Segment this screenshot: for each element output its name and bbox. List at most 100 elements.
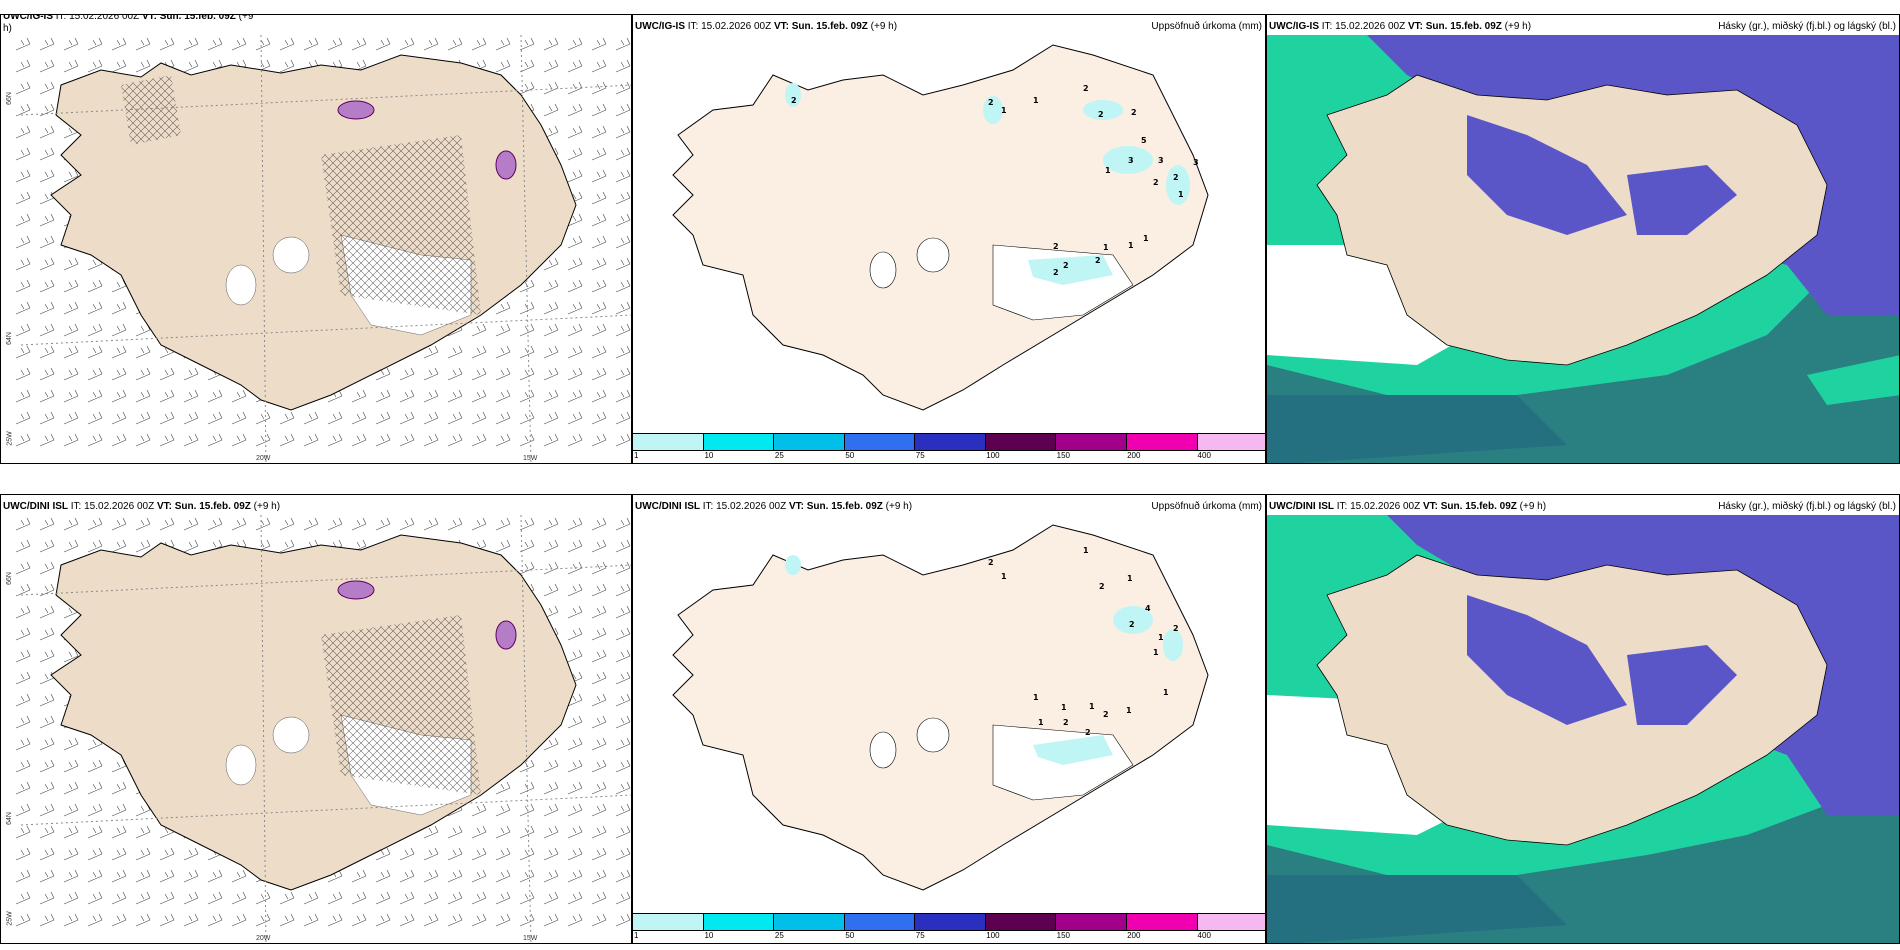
- lon-label-15-b: 15W: [523, 935, 538, 942]
- colorbar-segment: [844, 914, 916, 930]
- lat-label-66: 66N: [5, 92, 13, 105]
- colorbar-segment: [1126, 434, 1198, 450]
- colorbar-tick: 10: [704, 451, 714, 460]
- precip-value-label: 1: [1126, 706, 1132, 715]
- colorbar-top: [633, 433, 1265, 451]
- precip-value-label: 1: [1083, 546, 1089, 555]
- colorbar-ticks-bottom: 1 10 25 50 75 100 150 200 400: [633, 931, 1265, 943]
- precip-value-label: 2: [1095, 256, 1101, 265]
- precip-value-label: 2: [1129, 620, 1135, 629]
- colorbar-ticks-top: 1 10 25 50 75 100 150 200 400: [633, 451, 1265, 463]
- precip-value-label: 1: [1033, 693, 1039, 702]
- colorbar-segment: [633, 914, 704, 930]
- colorbar-segment: [1197, 434, 1265, 450]
- precip-value-label: 1: [1163, 688, 1169, 697]
- precip-value-label: 1: [1127, 574, 1133, 583]
- cloud-map-top: [1267, 35, 1899, 463]
- colorbar-segment: [1056, 434, 1127, 450]
- cloud-title-bottom: Hásky (gr.), miðský (fj.bl.) og lágský (…: [1718, 501, 1896, 512]
- colorbar-segment: [844, 434, 916, 450]
- precip-value-label: 1: [1158, 633, 1164, 642]
- precip-value-label: 2: [988, 558, 994, 567]
- colorbar-tick: 50: [845, 451, 855, 460]
- precip-value-label: 1: [1061, 703, 1067, 712]
- precip-value-label: 1: [1178, 190, 1184, 199]
- colorbar-tick: 1: [634, 451, 639, 460]
- cloud-panel-top: UWC/IG-IS IT: 15.02.2026 00Z VT: Sun. 15…: [1266, 14, 1900, 464]
- precip-value-label: 3: [1193, 158, 1199, 167]
- colorbar-segment: [633, 434, 704, 450]
- lat-label-64: 64N: [5, 332, 13, 345]
- colorbar-segment: [774, 434, 845, 450]
- colorbar-tick: 25: [774, 931, 784, 940]
- cloud-title-top: Hásky (gr.), miðský (fj.bl.) og lágský (…: [1718, 21, 1896, 32]
- wind-header-top: UWC/IG-IS IT: 15.02.2026 00Z VT: Sun. 15…: [3, 14, 254, 34]
- wind-header-bottom: UWC/DINI ISL IT: 15.02.2026 00Z VT: Sun.…: [3, 501, 281, 512]
- cloud-panel-bottom: UWC/DINI ISL IT: 15.02.2026 00Z VT: Sun.…: [1266, 494, 1900, 944]
- lat-label-64-b: 64N: [5, 812, 13, 825]
- wind-map-bottom: [15, 514, 631, 943]
- colorbar-segment: [703, 914, 775, 930]
- precip-value-label: 2: [1053, 242, 1059, 251]
- precip-value-label: 2: [1053, 268, 1059, 277]
- precip-value-label: 1: [1089, 702, 1095, 711]
- colorbar-tick: 25: [774, 451, 784, 460]
- colorbar-tick: 1: [634, 931, 639, 940]
- precip-value-label: 5: [1141, 136, 1147, 145]
- colorbar-tick: 150: [1056, 931, 1071, 940]
- colorbar-segment: [915, 914, 986, 930]
- precip-value-label: 1: [1105, 166, 1111, 175]
- precip-value-label: 4: [1145, 604, 1151, 613]
- precip-value-label: 1: [1001, 106, 1007, 115]
- colorbar-tick: 75: [915, 931, 925, 940]
- precip-value-label: 3: [1128, 156, 1134, 165]
- precip-value-label: 2: [1098, 110, 1104, 119]
- precip-value-label: 1: [1033, 96, 1039, 105]
- precip-title-bottom: Uppsöfnuð úrkoma (mm): [1151, 501, 1262, 512]
- precip-panel-bottom: UWC/DINI ISL IT: 15.02.2026 00Z VT: Sun.…: [632, 494, 1266, 944]
- colorbar-tick: 100: [986, 931, 1000, 940]
- colorbar-bottom: [633, 913, 1265, 931]
- precip-header-top: UWC/IG-IS IT: 15.02.2026 00Z VT: Sun. 15…: [635, 21, 898, 32]
- wind-map-top: [15, 34, 631, 463]
- precip-value-label: 2: [988, 98, 994, 107]
- precip-value-label: 2: [1063, 261, 1069, 270]
- colorbar-tick: 150: [1056, 451, 1071, 460]
- colorbar-tick: 400: [1197, 451, 1211, 460]
- colorbar-segment: [1126, 914, 1198, 930]
- precip-value-label: 2: [1173, 173, 1179, 182]
- colorbar-tick: 200: [1127, 931, 1141, 940]
- cloud-header-top: UWC/IG-IS IT: 15.02.2026 00Z VT: Sun. 15…: [1269, 21, 1532, 32]
- cloud-header-bottom: UWC/DINI ISL IT: 15.02.2026 00Z VT: Sun.…: [1269, 501, 1547, 512]
- lon-label-20-b: 20W: [256, 935, 271, 942]
- colorbar-segment: [1056, 914, 1127, 930]
- colorbar-tick: 400: [1197, 931, 1211, 940]
- cloud-map-bottom: [1267, 515, 1899, 943]
- lon-label-25: 25W: [6, 431, 14, 446]
- precip-title-top: Uppsöfnuð úrkoma (mm): [1151, 21, 1262, 32]
- colorbar-segment: [703, 434, 775, 450]
- colorbar-tick: 50: [845, 931, 855, 940]
- colorbar-tick: 200: [1127, 451, 1141, 460]
- lat-label-66-b: 66N: [5, 572, 13, 585]
- colorbar-tick: 75: [915, 451, 925, 460]
- precip-value-label: 1: [1001, 572, 1007, 581]
- precip-panel-top: UWC/IG-IS IT: 15.02.2026 00Z VT: Sun. 15…: [632, 14, 1266, 464]
- precip-value-label: 1: [1143, 234, 1149, 243]
- precip-value-label: 2: [1153, 178, 1159, 187]
- precip-value-label: 2: [1085, 728, 1091, 737]
- lon-label-20: 20W: [256, 455, 271, 462]
- precip-value-label: 2: [1173, 624, 1179, 633]
- colorbar-segment: [985, 914, 1057, 930]
- wind-panel-top: UWC/IG-IS IT: 15.02.2026 00Z VT: Sun. 15…: [0, 14, 632, 464]
- lon-label-25-b: 25W: [6, 911, 14, 926]
- colorbar-tick: 10: [704, 931, 714, 940]
- precip-value-label: 2: [1103, 710, 1109, 719]
- precip-value-label: 2: [1063, 718, 1069, 727]
- colorbar-segment: [915, 434, 986, 450]
- precip-value-label: 2: [791, 96, 797, 105]
- precip-value-label: 2: [1083, 84, 1089, 93]
- wind-panel-bottom: UWC/DINI ISL IT: 15.02.2026 00Z VT: Sun.…: [0, 494, 632, 944]
- precip-value-label: 3: [1158, 156, 1164, 165]
